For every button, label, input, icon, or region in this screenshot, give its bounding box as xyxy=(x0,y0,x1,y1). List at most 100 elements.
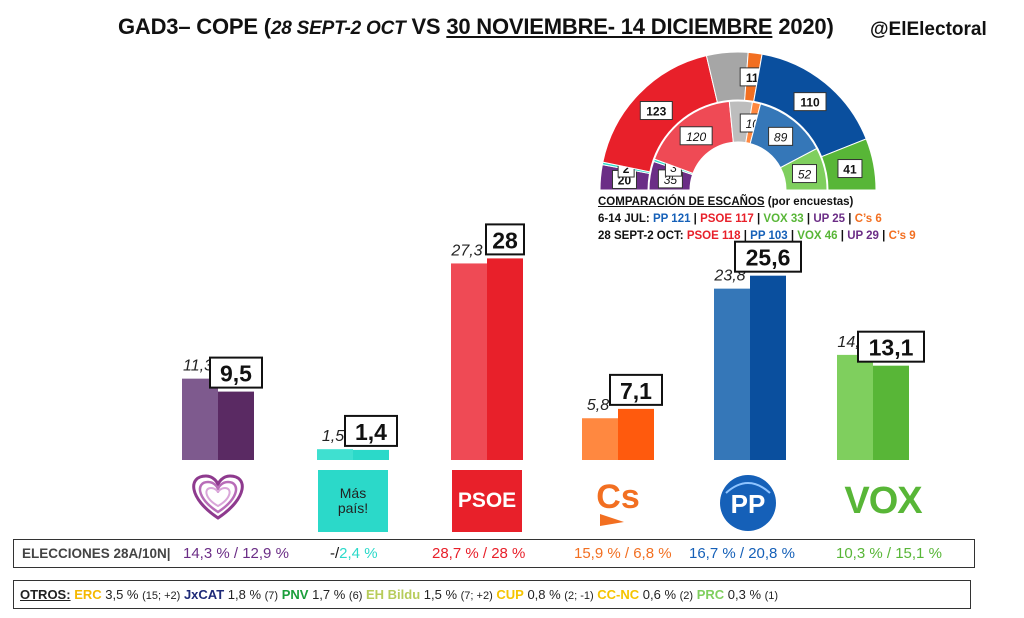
label-previous-cs: 5,8 xyxy=(587,397,609,414)
pp-logo-icon: PP xyxy=(720,475,776,531)
seat-up: UP 29 xyxy=(847,230,879,242)
seat-psoe: PSOE 118 xyxy=(686,230,741,242)
sep: | xyxy=(878,230,889,242)
label-box-current-pp xyxy=(734,240,802,273)
others-party-seats: (1) xyxy=(764,590,779,602)
others-item: PNV 1,7 % (6) xyxy=(278,587,363,602)
seat-comparison-heading: COMPARACIÓN DE ESCAÑOS xyxy=(598,196,765,208)
seat-vox: VOX 33 xyxy=(763,213,804,225)
bar-group: 11,3 9,51,5 1,427,3 285,87,123,825,614,6 13,… xyxy=(182,223,925,460)
seat-row-sept: 28 SEPT-2 OCT: PSOE 118 | PP 103 | VOX 4… xyxy=(598,228,916,245)
hemicycle-label-box-outer-psoe xyxy=(639,101,673,121)
others-label: OTROS: xyxy=(20,587,71,602)
label-current-cs: 7,1 xyxy=(620,378,652,404)
up-logo-icon xyxy=(192,474,244,520)
others-item: EH Bildu 1,5 % (7; +2) xyxy=(362,587,493,602)
elections-results-box: ELECCIONES 28A/10N| 14,3 % / 12,9 % -/2,… xyxy=(13,539,975,568)
others-party-name: PRC xyxy=(696,587,725,602)
elections-psoe: 28,7 % / 28 % xyxy=(432,545,526,562)
others-party-name: CUP xyxy=(496,587,524,602)
psoe-logo: PSOE xyxy=(452,470,522,532)
label-box-current-vox xyxy=(857,330,925,363)
seat-cs: C’s 6 xyxy=(854,213,882,225)
elections-label: ELECCIONES 28A/10N| xyxy=(22,546,171,561)
hemicycle-label-inner-vox: 52 xyxy=(798,168,812,182)
others-party-pct: 1,5 % xyxy=(420,587,461,602)
others-box: OTROS: ERC 3,5 % (15; +2) JxCAT 1,8 % (7… xyxy=(13,580,971,609)
others-party-pct: 3,5 % xyxy=(101,587,143,602)
hemicycle-label-box-outer-vox xyxy=(837,159,863,179)
label-box-current-up xyxy=(209,356,263,389)
hemicycle-label-inner-m-s-pa-s: 3 xyxy=(670,161,677,175)
hemicycle-label-box-inner-psoe xyxy=(679,126,713,146)
others-party-seats: (7; +2) xyxy=(460,590,493,602)
vox-logo: VOX xyxy=(844,479,922,522)
others-party-pct: 0,6 % xyxy=(639,587,680,602)
label-current-pp: 25,6 xyxy=(746,245,791,271)
elections-mas-pais-prefix: -/ xyxy=(330,545,340,562)
bar-previous-pp xyxy=(714,288,750,460)
others-item: PRC 0,3 % (1) xyxy=(693,587,778,602)
others-party-pct: 0,3 % xyxy=(724,587,765,602)
author-handle: @ElElectoral xyxy=(870,19,987,40)
label-current-m-s-pa-s: 1,4 xyxy=(355,419,387,445)
elections-pp: 16,7 % / 20,8 % xyxy=(689,545,795,562)
seat-comparison: COMPARACIÓN DE ESCAÑOS (por encuestas) 6… xyxy=(598,194,916,245)
others-party-seats: (6) xyxy=(348,590,363,602)
sep: | xyxy=(837,230,848,242)
label-previous-m-s-pa-s: 1,5 xyxy=(322,428,344,445)
bar-current-m-s-pa-s xyxy=(353,449,389,460)
cs-logo-text: Cs xyxy=(596,478,639,516)
others-party-pct: 1,8 % xyxy=(224,587,265,602)
seat-row-label: 6-14 JUL: xyxy=(598,213,653,225)
sep: | xyxy=(845,213,855,225)
title-suffix: 2020) xyxy=(772,14,834,39)
elections-up: 14,3 % / 12,9 % xyxy=(183,545,289,562)
hemicycle-label-box-outer-pp xyxy=(793,92,827,112)
hemicycle-label-outer-m-s-pa-s: 2 xyxy=(623,162,630,176)
bar-current-psoe xyxy=(487,258,523,460)
hemicycle-label-inner-psoe: 120 xyxy=(686,130,706,144)
label-current-psoe: 28 xyxy=(492,227,518,253)
mas-pais-logo: Más país! xyxy=(318,470,388,532)
bar-current-cs xyxy=(618,408,654,460)
elections-cs: 15,9 % / 6,8 % xyxy=(574,545,672,562)
label-previous-psoe: 27,3 xyxy=(450,242,482,259)
label-current-vox: 13,1 xyxy=(869,335,914,361)
others-party-pct: 1,7 % xyxy=(308,587,349,602)
others-party-name: PNV xyxy=(281,587,309,602)
others-party-name: CC-NC xyxy=(597,587,640,602)
title-prefix: GAD3– COPE ( xyxy=(118,14,271,39)
sep: | xyxy=(803,213,814,225)
others-party-name: EH Bildu xyxy=(366,587,421,602)
hemicycle-label-outer-vox: 41 xyxy=(843,163,857,177)
bar-previous-cs xyxy=(582,418,618,460)
label-box-current-psoe xyxy=(485,223,525,256)
seat-up: UP 25 xyxy=(813,213,846,225)
others-party-name: ERC xyxy=(74,587,102,602)
hemicycle-label-outer-pp: 110 xyxy=(800,96,820,110)
chart-title: GAD3– COPE (28 SEPT-2 OCT VS 30 NOVIEMBR… xyxy=(118,14,834,40)
seat-pp: PP 103 xyxy=(750,230,788,242)
cs-logo-icon: Cs xyxy=(596,478,640,526)
bar-previous-up xyxy=(182,378,218,460)
pp-logo-text: PP xyxy=(731,489,766,519)
others-line: OTROS: ERC 3,5 % (15; +2) JxCAT 1,8 % (7… xyxy=(20,587,778,602)
title-vs: VS xyxy=(405,14,447,39)
others-item: CC-NC 0,6 % (2) xyxy=(594,587,693,602)
seat-pp: PP 121 xyxy=(652,213,691,225)
title-previous-period: 28 SEPT-2 OCT xyxy=(270,18,406,39)
others-item: CUP 0,8 % (2; -1) xyxy=(493,587,594,602)
bar-current-pp xyxy=(750,275,786,460)
sep: | xyxy=(753,213,764,225)
hemicycle-label-inner-pp: 89 xyxy=(774,130,788,144)
mas-pais-logo-line2: país! xyxy=(337,500,369,516)
label-current-up: 9,5 xyxy=(220,361,252,387)
sep: | xyxy=(740,230,751,242)
seat-row-july: 6-14 JUL: PP 121 | PSOE 117 | VOX 33 | U… xyxy=(598,211,916,228)
others-party-seats: (2; -1) xyxy=(564,590,594,602)
label-box-current-m-s-pa-s xyxy=(344,414,398,447)
seat-comparison-note: (por encuestas) xyxy=(764,196,854,208)
